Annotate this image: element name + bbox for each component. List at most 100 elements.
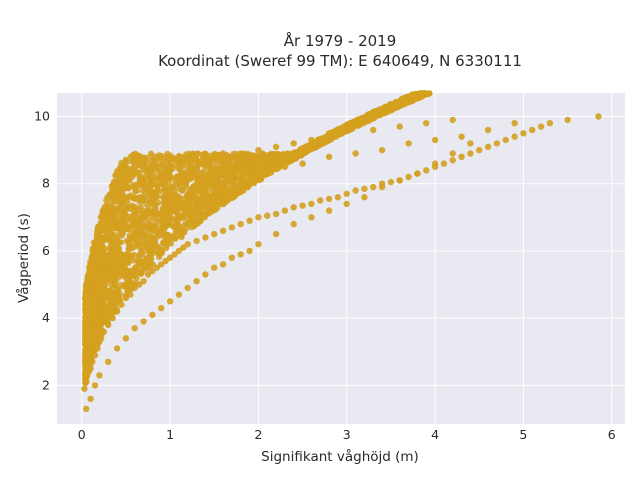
scatter-point bbox=[231, 186, 238, 193]
data-point bbox=[193, 237, 200, 245]
chart-title-line-2: Koordinat (Sweref 99 TM): E 640649, N 63… bbox=[158, 52, 522, 70]
data-point bbox=[118, 301, 125, 308]
scatter-point bbox=[123, 184, 130, 191]
scatter-point bbox=[153, 194, 160, 201]
data-point bbox=[122, 335, 130, 342]
scatter-point bbox=[157, 181, 164, 188]
scatter-point bbox=[356, 121, 363, 128]
data-point bbox=[308, 214, 315, 221]
scatter-point bbox=[163, 156, 171, 163]
scatter-point bbox=[160, 227, 167, 234]
data-point bbox=[361, 185, 368, 192]
scatter-point bbox=[154, 232, 161, 239]
scatter-point bbox=[96, 304, 103, 311]
scatter-point bbox=[140, 207, 147, 214]
data-point bbox=[158, 170, 165, 177]
scatter-point bbox=[234, 155, 241, 162]
scatter-point bbox=[184, 204, 191, 211]
data-point bbox=[149, 234, 156, 241]
x-axis-title: Signifikant våghöjd (m) bbox=[261, 448, 419, 465]
scatter-point bbox=[85, 294, 92, 301]
scatter-point bbox=[219, 168, 226, 175]
data-point bbox=[105, 321, 112, 329]
scatter-point bbox=[138, 246, 145, 253]
scatter-point bbox=[196, 197, 203, 205]
data-point bbox=[334, 194, 342, 201]
scatter-point bbox=[272, 162, 279, 170]
scatter-point bbox=[223, 155, 230, 162]
data-point bbox=[149, 311, 156, 318]
data-point bbox=[228, 254, 236, 261]
scatter-point bbox=[122, 252, 129, 259]
data-point bbox=[352, 187, 359, 194]
data-point bbox=[83, 405, 90, 413]
scatter-point bbox=[214, 157, 222, 164]
scatter-point bbox=[124, 204, 131, 211]
y-tick-label: 4 bbox=[42, 310, 50, 325]
x-tick-label: 3 bbox=[343, 427, 351, 442]
data-point bbox=[484, 126, 492, 134]
data-point bbox=[467, 140, 474, 147]
data-point bbox=[396, 123, 403, 130]
y-tick-label: 2 bbox=[42, 377, 50, 392]
scatter-point bbox=[245, 179, 253, 186]
y-tick-label: 10 bbox=[34, 109, 50, 124]
scatter-point bbox=[175, 152, 183, 159]
scatter-point bbox=[147, 161, 154, 168]
data-point bbox=[264, 212, 271, 219]
scatter-point bbox=[122, 163, 129, 171]
data-point bbox=[87, 328, 94, 335]
data-point bbox=[131, 284, 138, 292]
data-point bbox=[89, 358, 96, 365]
data-point bbox=[202, 153, 209, 160]
scatter-point bbox=[142, 185, 149, 192]
scatter-point bbox=[130, 251, 137, 258]
scatter-point bbox=[249, 156, 256, 163]
scatter-point bbox=[206, 170, 213, 177]
scatter-point bbox=[143, 169, 151, 176]
data-point bbox=[423, 120, 430, 127]
scatter-point bbox=[337, 129, 344, 136]
scatter-point bbox=[82, 355, 89, 362]
scatter-point bbox=[108, 224, 115, 231]
scatter-point bbox=[93, 293, 100, 300]
scatter-point bbox=[252, 177, 259, 184]
scatter-point bbox=[403, 95, 410, 102]
data-point bbox=[202, 271, 209, 278]
scatter-point bbox=[190, 183, 197, 190]
scatter-point bbox=[151, 241, 158, 248]
scatter-point bbox=[112, 171, 120, 178]
y-tick-label: 8 bbox=[42, 176, 50, 191]
data-point bbox=[166, 163, 174, 171]
scatter-point bbox=[174, 216, 181, 223]
points-layer bbox=[81, 89, 602, 413]
data-point bbox=[237, 251, 244, 258]
scatter-point bbox=[124, 159, 131, 166]
data-point bbox=[242, 170, 249, 177]
data-point bbox=[202, 234, 209, 241]
scatter-point bbox=[148, 209, 155, 216]
data-point bbox=[202, 183, 209, 191]
data-point bbox=[246, 217, 253, 224]
data-point bbox=[85, 365, 93, 372]
scatter-point bbox=[323, 134, 330, 141]
scatter-point bbox=[176, 225, 183, 232]
data-point bbox=[131, 325, 138, 332]
x-tick-label: 0 bbox=[78, 427, 86, 442]
scatter-point bbox=[83, 303, 90, 310]
scatter-point bbox=[109, 242, 116, 250]
data-point bbox=[193, 278, 200, 285]
scatter-point bbox=[195, 158, 203, 165]
scatter-point bbox=[146, 239, 153, 246]
scatter-point bbox=[102, 235, 109, 242]
data-point bbox=[149, 180, 156, 187]
data-point bbox=[325, 130, 333, 137]
scatter-point bbox=[147, 256, 155, 263]
data-point bbox=[140, 318, 147, 325]
data-point bbox=[343, 200, 350, 208]
scatter-point bbox=[238, 158, 246, 165]
scatter-point bbox=[155, 199, 162, 206]
scatter-point bbox=[112, 282, 119, 289]
data-point bbox=[180, 244, 187, 251]
